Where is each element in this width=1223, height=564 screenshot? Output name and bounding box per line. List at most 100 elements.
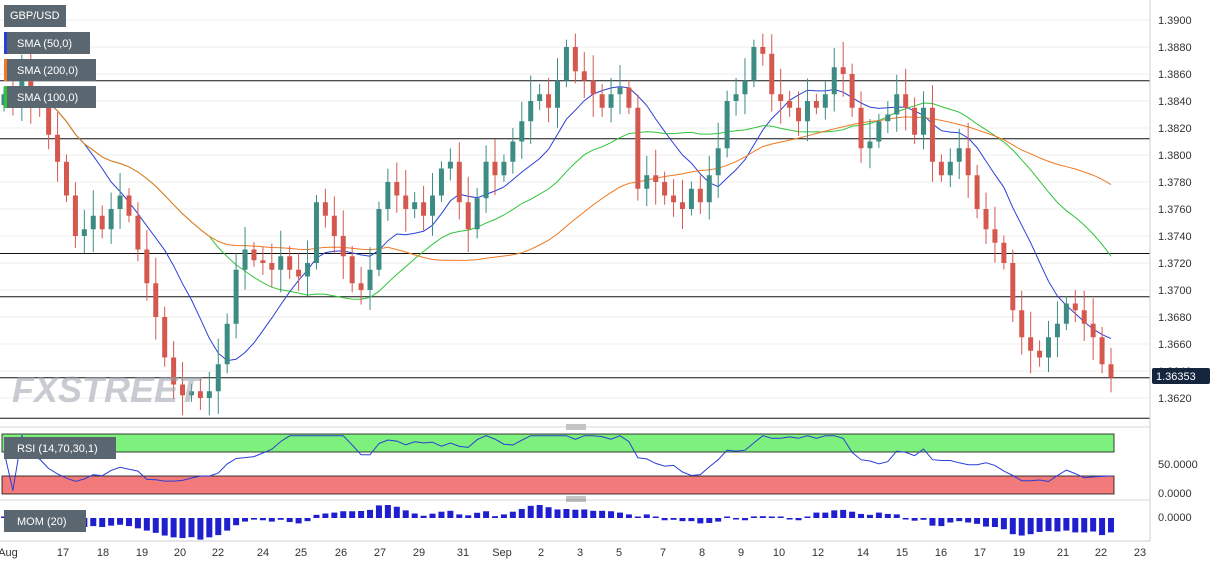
mom-bar xyxy=(384,505,391,518)
mom-bar xyxy=(1090,518,1097,532)
mom-bar xyxy=(402,510,409,518)
candle-body xyxy=(72,195,78,236)
time-tick: 3 xyxy=(577,547,583,559)
mom-bar xyxy=(125,518,132,527)
candle-body xyxy=(296,269,302,277)
mom-tick: 0.0000 xyxy=(1158,512,1192,524)
mom-bar xyxy=(527,505,534,518)
legend-sma200-label: SMA (200,0) xyxy=(17,65,78,77)
price-tick: 1.3760 xyxy=(1158,204,1192,216)
candle-body xyxy=(1081,310,1087,324)
time-tick: 12 xyxy=(812,547,824,559)
mom-bar xyxy=(465,515,472,518)
candle-body xyxy=(430,195,436,216)
symbol-tag[interactable]: GBP/USD xyxy=(4,5,66,27)
candle-body xyxy=(269,263,275,270)
mom-bar xyxy=(358,510,365,518)
mom-bar xyxy=(188,518,195,538)
mom-bar xyxy=(474,512,481,518)
price-tick: 1.3900 xyxy=(1158,15,1192,27)
candle-body xyxy=(1054,323,1060,338)
candle-body xyxy=(626,87,632,108)
candle-body xyxy=(555,80,560,108)
mom-bar xyxy=(563,509,570,518)
mom-bar xyxy=(741,518,748,521)
legend-rsi[interactable]: RSI (14,70,30,1) xyxy=(4,437,116,459)
time-tick: Aug xyxy=(0,547,18,559)
mom-bar xyxy=(858,513,865,518)
mom-bar xyxy=(500,514,507,518)
candle-body xyxy=(796,107,802,122)
candle-body xyxy=(1072,303,1078,311)
price-tick: 1.3880 xyxy=(1158,42,1192,54)
candle-body xyxy=(965,148,971,176)
candle-body xyxy=(483,161,489,199)
candle-body xyxy=(1063,303,1069,324)
mom-bar xyxy=(1108,518,1114,533)
legend-sma50[interactable]: SMA (50,0) xyxy=(4,32,90,54)
mom-bar xyxy=(813,512,820,518)
candle-body xyxy=(974,175,980,209)
rsi-line xyxy=(3,433,1112,491)
mom-bar xyxy=(768,516,775,518)
mom-bar xyxy=(545,507,552,518)
time-tick: 20 xyxy=(174,547,186,559)
candle-body xyxy=(1001,242,1007,263)
mom-bar xyxy=(375,505,382,518)
time-tick: 24 xyxy=(257,547,269,559)
candle-body xyxy=(1028,337,1034,351)
candle-body xyxy=(108,209,114,230)
mom-bar xyxy=(616,512,623,518)
price-tick: 1.3680 xyxy=(1158,312,1192,324)
candle-body xyxy=(724,101,730,149)
time-tick: 22 xyxy=(1095,547,1107,559)
candle-body xyxy=(153,283,159,317)
legend-sma100[interactable]: SMA (100,0) xyxy=(4,86,96,108)
candle-body xyxy=(501,161,507,176)
mom-bar xyxy=(706,518,713,523)
time-tick: 18 xyxy=(97,547,109,559)
price-tick: 1.3660 xyxy=(1158,339,1192,351)
time-tick: 19 xyxy=(136,547,148,559)
mom-bar xyxy=(438,511,445,518)
legend-sma200[interactable]: SMA (200,0) xyxy=(4,59,96,81)
candle-body xyxy=(1108,364,1114,378)
mom-bar xyxy=(661,518,668,521)
mom-bar xyxy=(599,510,606,518)
time-tick: 27 xyxy=(374,547,386,559)
candle-body xyxy=(688,188,694,209)
mom-bar xyxy=(117,518,124,525)
pane-separator-rsi[interactable] xyxy=(0,424,1150,430)
candle-body xyxy=(921,107,927,135)
mom-bar xyxy=(643,514,650,518)
candle-body xyxy=(385,182,391,209)
candle-body xyxy=(769,53,775,95)
time-tick: 14 xyxy=(857,547,869,559)
candle-body xyxy=(403,195,409,209)
candle-body xyxy=(340,236,346,257)
mom-bar xyxy=(991,518,998,527)
mom-bar xyxy=(393,506,400,518)
candles xyxy=(1,33,1114,416)
pane-separator-mom[interactable] xyxy=(0,496,1150,502)
mom-bar xyxy=(947,518,954,523)
mom-bar xyxy=(724,516,731,518)
candle-body xyxy=(760,47,766,54)
mom-bar xyxy=(322,513,329,518)
candle-body xyxy=(867,141,873,149)
mom-bar xyxy=(108,518,115,526)
time-tick: 10 xyxy=(773,547,785,559)
candle-body xyxy=(1010,263,1016,311)
sma200-line xyxy=(3,90,1112,261)
legend-mom[interactable]: MOM (20) xyxy=(4,510,86,532)
candle-body xyxy=(858,107,864,149)
candle-body xyxy=(947,161,953,176)
candle-body xyxy=(197,391,203,398)
candle-body xyxy=(751,47,757,81)
mom-bar xyxy=(483,511,490,518)
mom-bar xyxy=(304,518,311,522)
rsi-overbought-zone xyxy=(1,433,1115,453)
mom-bar xyxy=(866,514,873,518)
candle-body xyxy=(608,94,614,108)
momentum-pane: 0.0000 xyxy=(1,505,1192,540)
